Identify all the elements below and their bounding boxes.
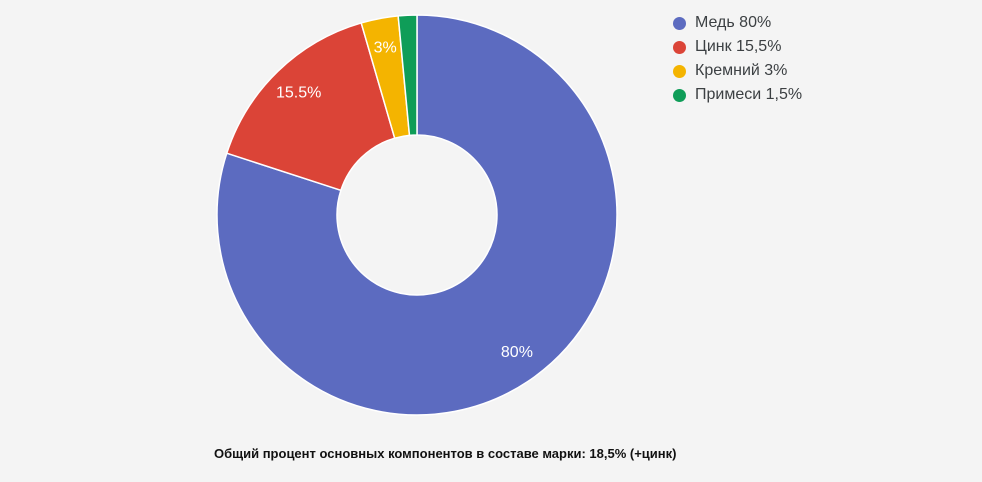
- slice-label: 80%: [501, 344, 533, 361]
- legend-color-dot: [673, 40, 686, 54]
- pie-slice-0[interactable]: [216, 14, 618, 416]
- legend-item-0[interactable]: Медь 80%: [673, 11, 802, 35]
- slice-label: 3%: [374, 40, 397, 57]
- pie-slice-1[interactable]: [226, 22, 396, 192]
- legend-label: Цинк 15,5%: [695, 38, 782, 55]
- legend-label: Примеси 1,5%: [695, 86, 803, 103]
- legend-label: Медь 80%: [695, 14, 772, 31]
- legend-color-dot: [673, 88, 686, 102]
- legend-item-1[interactable]: Цинк 15,5%: [673, 35, 802, 59]
- legend-item-2[interactable]: Кремний 3%: [673, 59, 802, 83]
- legend-item-3[interactable]: Примеси 1,5%: [673, 83, 802, 107]
- chart-legend: Медь 80% Цинк 15,5% Кремний 3% Примеси 1,5%: [673, 11, 802, 107]
- chart-caption: Общий процент основных компонентов в сос…: [214, 446, 677, 461]
- slice-label: 15.5%: [276, 84, 321, 101]
- legend-label: Кремний 3%: [695, 62, 788, 79]
- legend-color-dot: [673, 64, 686, 78]
- pie-slice-3[interactable]: [397, 14, 418, 137]
- legend-color-dot: [673, 16, 686, 30]
